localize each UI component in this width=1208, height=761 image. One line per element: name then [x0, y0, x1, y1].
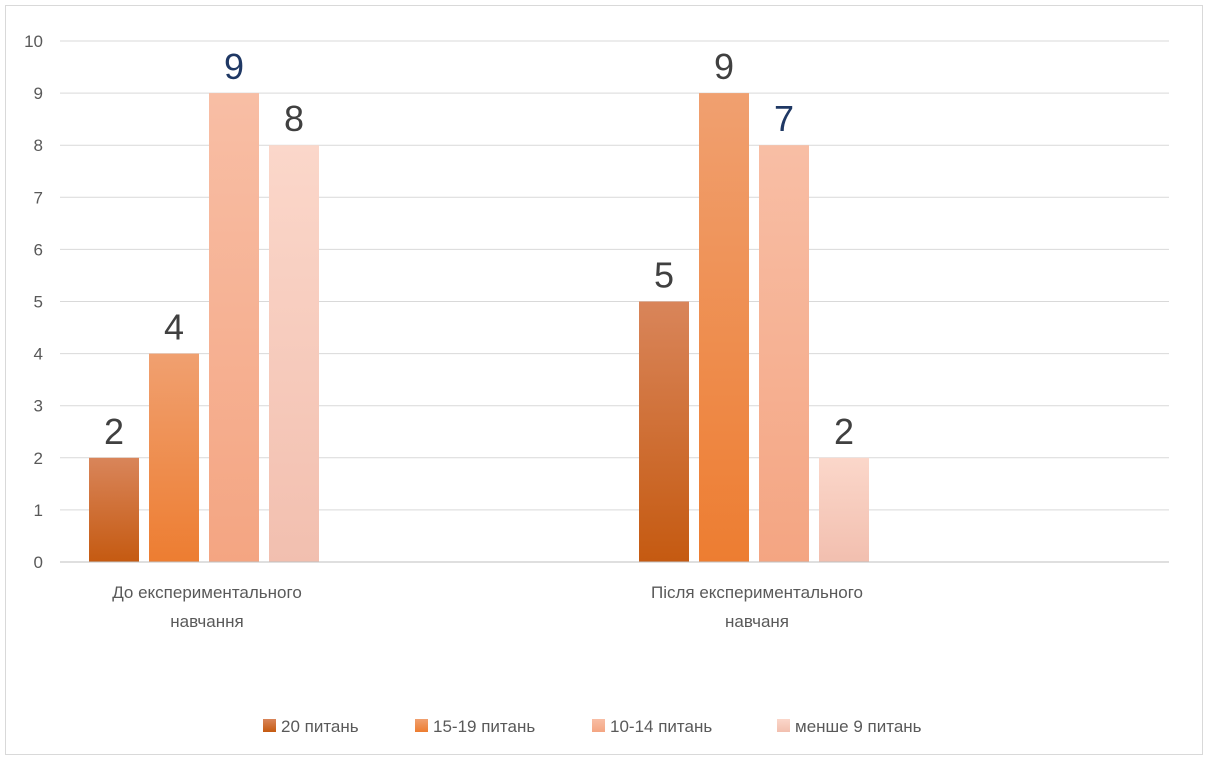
- y-tick-label: 8: [34, 136, 43, 155]
- bars: [89, 93, 869, 562]
- y-tick-label: 6: [34, 240, 43, 259]
- category-labels: До експериментального навчання Після експе…: [112, 583, 863, 631]
- y-tick-label: 7: [34, 188, 43, 207]
- y-tick-label: 2: [34, 449, 43, 468]
- data-label: 4: [164, 307, 184, 348]
- category-label: До експериментального: [112, 583, 302, 602]
- bar: [269, 145, 319, 562]
- bar: [149, 353, 199, 562]
- category-label: навчаня: [725, 612, 789, 631]
- bar: [699, 93, 749, 562]
- legend-swatch: [415, 719, 428, 732]
- data-label: 2: [104, 411, 124, 452]
- data-label: 9: [224, 46, 244, 87]
- category-label: Після експериментального: [651, 583, 863, 602]
- legend: 20 питань 15-19 питань 10-14 питань менше 9…: [263, 717, 922, 736]
- bar: [639, 301, 689, 562]
- legend-swatch: [592, 719, 605, 732]
- y-tick-label: 5: [34, 293, 43, 312]
- y-tick-label: 10: [24, 32, 43, 51]
- bar: [89, 457, 139, 562]
- legend-swatch: [263, 719, 276, 732]
- y-tick-label: 4: [34, 345, 43, 364]
- category-label: навчання: [170, 612, 243, 631]
- bar: [819, 457, 869, 562]
- legend-swatch: [777, 719, 790, 732]
- y-tick-label: 3: [34, 397, 43, 416]
- legend-label: 20 питань: [281, 717, 359, 736]
- y-tick-label: 9: [34, 84, 43, 103]
- legend-label: 10-14 питань: [610, 717, 712, 736]
- y-tick-label: 0: [34, 553, 43, 572]
- bar: [209, 93, 259, 562]
- bar: [759, 145, 809, 562]
- data-label: 5: [654, 255, 674, 296]
- data-label: 7: [774, 98, 794, 139]
- data-label: 8: [284, 98, 304, 139]
- legend-label: менше 9 питань: [795, 717, 922, 736]
- legend-label: 15-19 питань: [433, 717, 535, 736]
- y-axis-ticks: 0 1 2 3 4 5 6 7 8 9 10: [24, 32, 43, 572]
- data-label: 2: [834, 411, 854, 452]
- y-tick-label: 1: [34, 501, 43, 520]
- data-label: 9: [714, 46, 734, 87]
